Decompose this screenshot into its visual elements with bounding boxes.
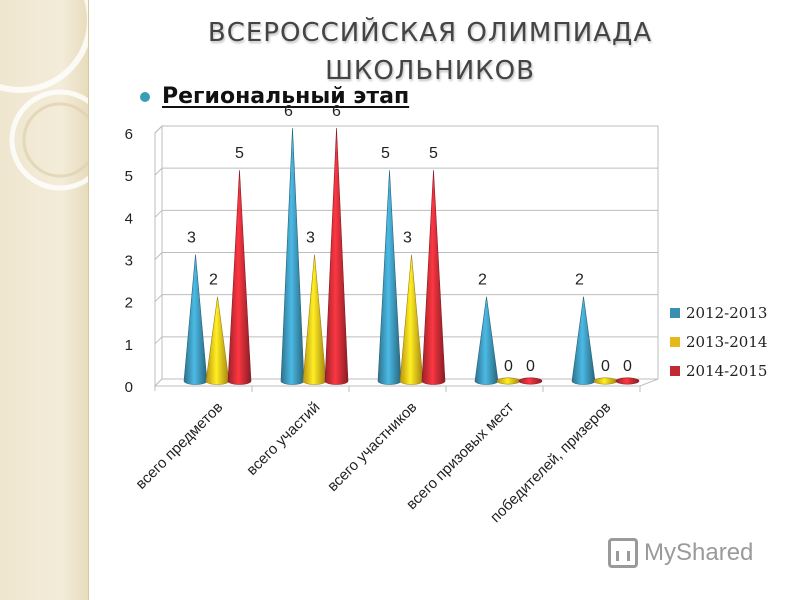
data-label: 6 (284, 103, 293, 120)
slide-title-line-1: ВСЕРОССИЙСКАЯ ОЛИМПИАДА (207, 18, 653, 48)
data-label: 5 (235, 145, 244, 162)
legend-swatch (670, 308, 680, 318)
gridline (154, 167, 658, 176)
bullet-dot-icon (140, 91, 150, 102)
legend-label: 2012-2013 (686, 304, 767, 322)
x-category-label: всего участников (324, 399, 420, 495)
data-label: 2 (209, 272, 218, 289)
y-tick-label: 6 (125, 126, 133, 143)
bullet-text: Региональный этап (162, 84, 410, 109)
cone-bar (615, 377, 640, 385)
data-label: 3 (403, 230, 412, 247)
legend-swatch (670, 337, 680, 347)
cone-bar (518, 377, 543, 385)
x-category-label: всего призовых мест (403, 399, 517, 513)
legend-label: 2014-2015 (686, 362, 767, 380)
y-tick-label: 2 (125, 295, 133, 312)
decorative-sidebar (0, 0, 89, 600)
data-label: 3 (187, 230, 196, 247)
y-tick-label: 3 (125, 253, 133, 270)
watermark: MyShared (608, 538, 753, 568)
legend-swatch (670, 366, 680, 376)
data-label: 0 (601, 358, 610, 375)
data-label: 0 (504, 358, 513, 375)
cone-bar (496, 377, 521, 385)
decorative-circles (0, 0, 88, 191)
cone-bar (227, 170, 252, 385)
data-label: 0 (623, 358, 632, 375)
data-label: 2 (575, 272, 584, 289)
data-label: 2 (478, 272, 487, 289)
x-category-label: всего участий (243, 399, 323, 479)
gridline (154, 294, 658, 303)
data-label: 5 (381, 145, 390, 162)
data-label: 3 (306, 230, 315, 247)
presentation-icon (608, 538, 638, 568)
data-label: 5 (429, 145, 438, 162)
x-category-label: всего предметов (132, 399, 226, 493)
gridline (154, 336, 658, 345)
gridline (154, 209, 658, 218)
y-tick-label: 4 (125, 210, 133, 227)
slide-title-line-2: ШКОЛЬНИКОВ (325, 56, 535, 86)
gridline (154, 125, 658, 134)
y-tick-label: 0 (125, 379, 133, 396)
cone-bar (421, 170, 446, 385)
gridline (154, 252, 658, 260)
y-tick-label: 5 (125, 168, 133, 185)
y-tick-label: 1 (125, 337, 133, 354)
data-label: 6 (332, 103, 341, 120)
bullet-item: Региональный этап (140, 84, 409, 109)
cone-bar (324, 127, 349, 385)
watermark-text: MyShared (644, 539, 754, 566)
legend-label: 2013-2014 (686, 333, 767, 351)
cone-bar (593, 377, 618, 385)
slide-title: ВСЕРОССИЙСКАЯ ОЛИМПИАДА ШКОЛЬНИКОВ (150, 14, 710, 90)
data-label: 0 (526, 358, 535, 375)
